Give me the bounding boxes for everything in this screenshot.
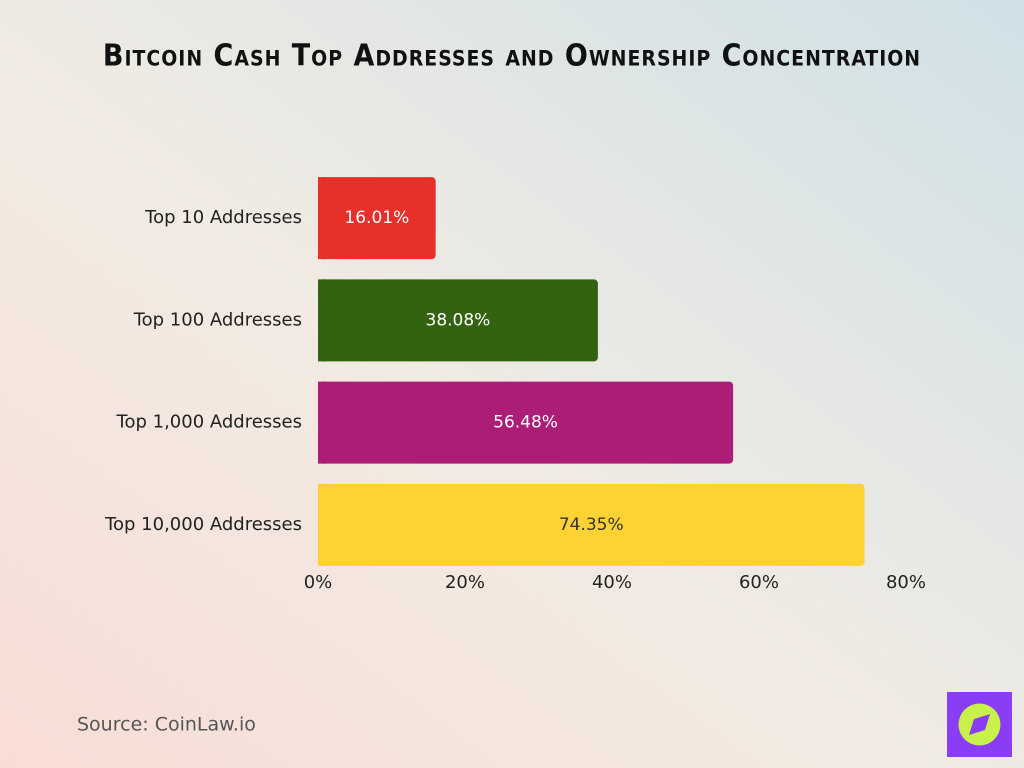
bar — [318, 381, 734, 464]
source: Source: CoinLaw.io — [77, 714, 256, 736]
x-tick-label: 60% — [739, 572, 779, 593]
x-tick-label: 40% — [592, 572, 632, 593]
x-tick-label: 20% — [445, 572, 485, 593]
bar — [318, 483, 865, 566]
y-tick-label: Top 1,000 Addresses — [116, 412, 302, 433]
value-label: 74.35% — [559, 515, 624, 535]
y-tick-label: Top 10,000 Addresses — [104, 514, 302, 535]
bar-square-edge — [318, 279, 326, 362]
y-tick-label: Top 10 Addresses — [144, 207, 302, 228]
y-tick-label: Top 100 Addresses — [133, 309, 302, 330]
bar-square-edge — [318, 177, 326, 260]
bar — [318, 177, 436, 260]
bar-square-edge — [318, 381, 326, 464]
x-tick-label: 80% — [886, 572, 926, 593]
value-label: 56.48% — [493, 413, 558, 433]
bar-square-edge — [318, 483, 326, 566]
value-label: 38.08% — [426, 310, 491, 330]
value-label: 16.01% — [344, 208, 409, 228]
logo — [947, 692, 1012, 757]
bar — [318, 279, 598, 362]
chart-title: Bitcoin Cash Top Addresses and Ownership… — [103, 39, 921, 74]
x-tick-label: 0% — [304, 572, 333, 593]
